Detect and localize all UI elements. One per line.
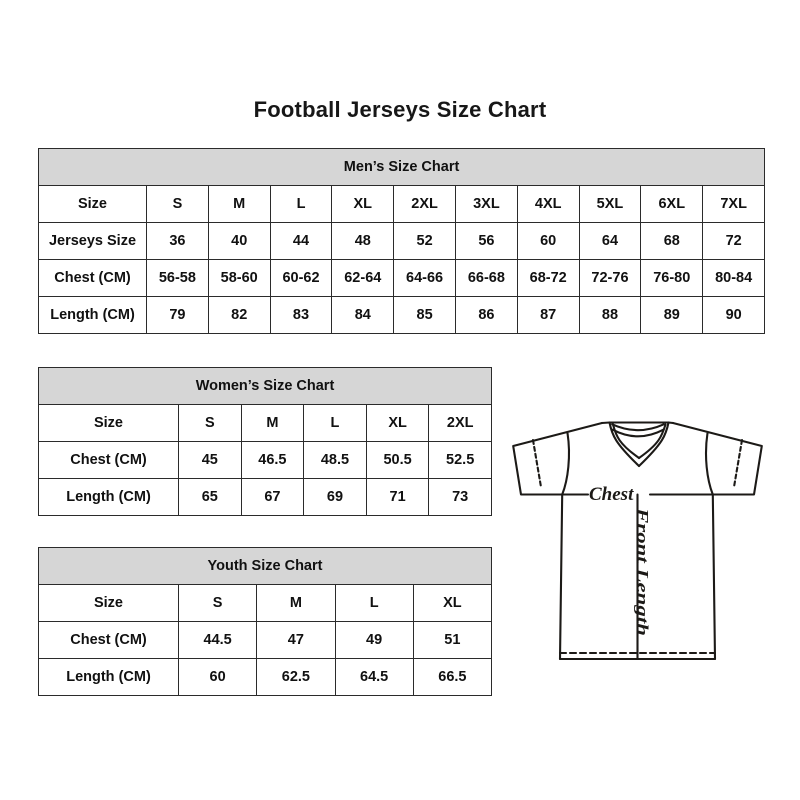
svg-text:Chest: Chest: [589, 484, 634, 505]
svg-text:Front Length: Front Length: [634, 507, 651, 636]
